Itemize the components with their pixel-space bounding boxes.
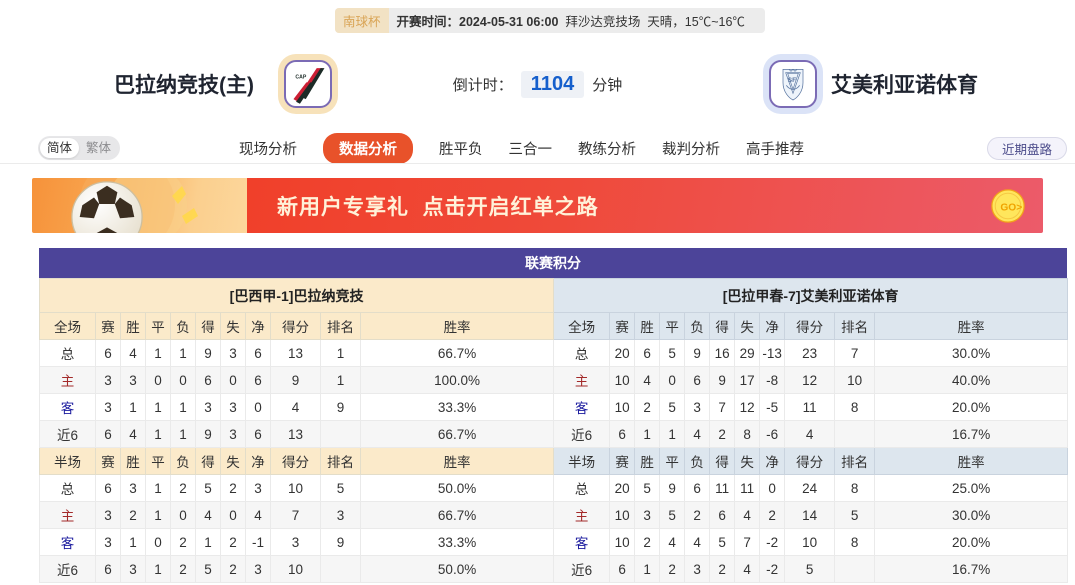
svg-text:GO>: GO>: [1000, 202, 1022, 213]
svg-text:SF: SF: [788, 77, 797, 84]
